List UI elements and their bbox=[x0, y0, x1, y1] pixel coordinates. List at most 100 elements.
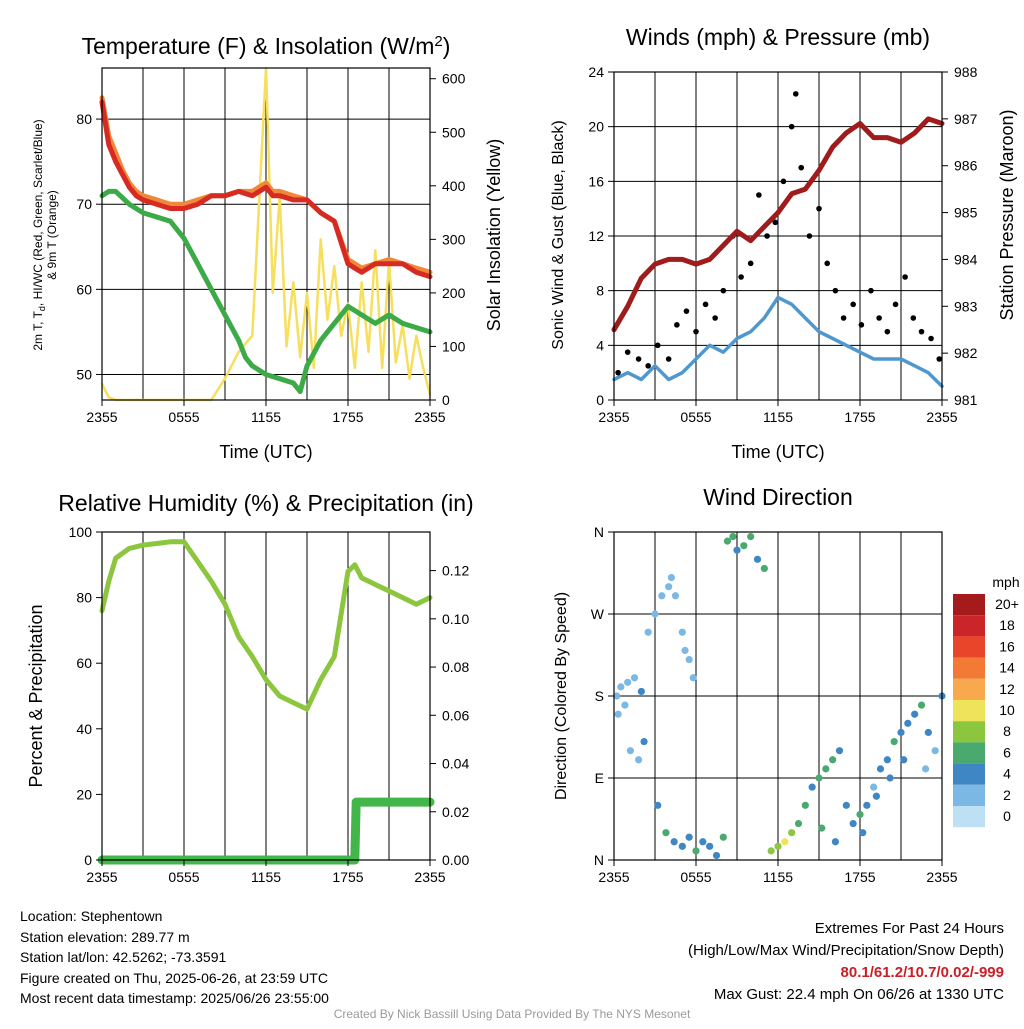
x-tick-label: 2355 bbox=[598, 869, 629, 885]
direction-point bbox=[872, 792, 881, 800]
direction-point bbox=[890, 737, 898, 746]
direction-point bbox=[644, 628, 652, 636]
direction-point bbox=[614, 710, 622, 718]
direction-point bbox=[624, 678, 632, 686]
y-tick-label-right: 982 bbox=[954, 345, 978, 361]
direction-point bbox=[729, 532, 737, 541]
gust-point bbox=[683, 308, 690, 314]
direction-point bbox=[613, 692, 621, 700]
y-tick-label-right: 987 bbox=[954, 111, 978, 127]
direction-point bbox=[897, 728, 905, 737]
direction-point bbox=[886, 774, 894, 782]
colorbar-swatch bbox=[953, 615, 985, 637]
direction-point bbox=[904, 719, 912, 727]
colorbar-swatch bbox=[953, 806, 985, 828]
gust-point bbox=[720, 287, 727, 294]
series-2m-t-red bbox=[99, 99, 433, 280]
y-tick-label-right: 0 bbox=[442, 392, 450, 408]
y-tick-label-left: 70 bbox=[76, 196, 92, 212]
x-tick-label: 1155 bbox=[763, 869, 793, 885]
direction-point bbox=[626, 747, 635, 755]
y-tick-label-right: 986 bbox=[954, 158, 978, 174]
station-info: Location: Stephentown Station elevation:… bbox=[20, 906, 329, 1009]
y-tick-label-right: 988 bbox=[954, 64, 978, 80]
gust-point bbox=[884, 328, 891, 335]
direction-point bbox=[863, 801, 871, 809]
gust-point bbox=[936, 356, 943, 362]
direction-point bbox=[658, 592, 666, 600]
gust-point bbox=[702, 301, 709, 308]
temp-title: Temperature (F) & Insolation (W/m2) bbox=[82, 33, 451, 59]
direction-point bbox=[856, 810, 864, 819]
direction-point bbox=[617, 683, 625, 691]
y-tick-label-left: 16 bbox=[588, 173, 604, 189]
y-tick-label-right: 0.12 bbox=[442, 563, 469, 579]
direction-point bbox=[753, 555, 762, 563]
gust-point bbox=[792, 91, 799, 97]
gust-point bbox=[712, 315, 718, 321]
colorbar-label: 18 bbox=[999, 617, 1015, 633]
x-tick-label: 1755 bbox=[844, 409, 875, 425]
dir-ylabel-left: Direction (Colored By Speed) bbox=[553, 592, 570, 800]
series-sonic-wind-blue bbox=[612, 295, 944, 389]
plot-frame bbox=[613, 71, 943, 401]
gust-point bbox=[892, 301, 899, 308]
plot-frame bbox=[613, 531, 943, 861]
colorbar-swatch bbox=[953, 763, 985, 785]
y-tick-label-left: 8 bbox=[596, 283, 604, 299]
x-tick-label: 2355 bbox=[86, 409, 117, 425]
x-tick-label: 1155 bbox=[763, 409, 793, 425]
temp-ylabel-left-2: & 9m T (Orange) bbox=[45, 190, 59, 280]
info-elevation: Station elevation: 289.77 m bbox=[20, 928, 190, 945]
y-tick-label-right: 500 bbox=[442, 124, 466, 140]
direction-point bbox=[699, 838, 707, 846]
direction-point bbox=[635, 756, 643, 764]
y-tick-label-left: W bbox=[591, 606, 605, 622]
x-tick-label: 1155 bbox=[251, 409, 281, 425]
extremes-subtitle: (High/Low/Max Wind/Precipitation/Snow De… bbox=[688, 942, 1004, 959]
x-tick-label: 2355 bbox=[86, 869, 117, 885]
gust-point bbox=[764, 233, 770, 239]
gust-point bbox=[918, 328, 925, 335]
gust-point bbox=[624, 349, 631, 355]
gust-point bbox=[665, 356, 672, 362]
direction-point bbox=[723, 537, 732, 545]
y-tick-label-right: 0.04 bbox=[442, 756, 469, 772]
gust-point bbox=[615, 369, 621, 376]
gust-point bbox=[788, 123, 795, 130]
series-t-d-green bbox=[99, 188, 433, 394]
gust-point bbox=[645, 363, 651, 369]
info-latlon: Station lat/lon: 42.5262; -73.3591 bbox=[20, 949, 227, 965]
rh-title: Relative Humidity (%) & Precipitation (i… bbox=[58, 490, 473, 516]
wind-ylabel-right: Station Pressure (Maroon) bbox=[997, 109, 1017, 320]
gust-point bbox=[902, 274, 908, 280]
direction-point bbox=[781, 838, 789, 846]
direction-point bbox=[681, 646, 689, 655]
direction-point bbox=[630, 674, 639, 682]
direction-point bbox=[829, 756, 837, 764]
y-tick-label-right: 985 bbox=[954, 205, 978, 221]
gust-point bbox=[635, 356, 642, 362]
direction-point bbox=[849, 819, 857, 828]
direction-point bbox=[883, 756, 891, 764]
direction-point bbox=[692, 847, 700, 855]
extremes-title: Extremes For Past 24 Hours bbox=[814, 920, 1004, 937]
gust-point bbox=[806, 233, 813, 239]
x-tick-label: 1755 bbox=[844, 869, 875, 885]
direction-point bbox=[808, 783, 816, 791]
gust-point bbox=[858, 322, 865, 328]
y-tick-label-right: 981 bbox=[954, 392, 978, 408]
direction-point bbox=[917, 701, 926, 709]
direction-point bbox=[774, 842, 782, 850]
x-tick-label: 2355 bbox=[926, 409, 957, 425]
y-tick-label-right: 300 bbox=[442, 231, 466, 247]
y-tick-label-right: 0.10 bbox=[442, 611, 469, 627]
direction-point bbox=[740, 542, 748, 550]
series-station-pressure-maroon bbox=[611, 116, 945, 333]
cbar-unit: mph bbox=[992, 574, 1019, 590]
speed-colorbar: 20+ 18 16 14 12 10 8 6 4 2 0 bbox=[953, 594, 1019, 828]
direction-point bbox=[922, 765, 930, 773]
colorbar-swatch bbox=[953, 721, 985, 743]
